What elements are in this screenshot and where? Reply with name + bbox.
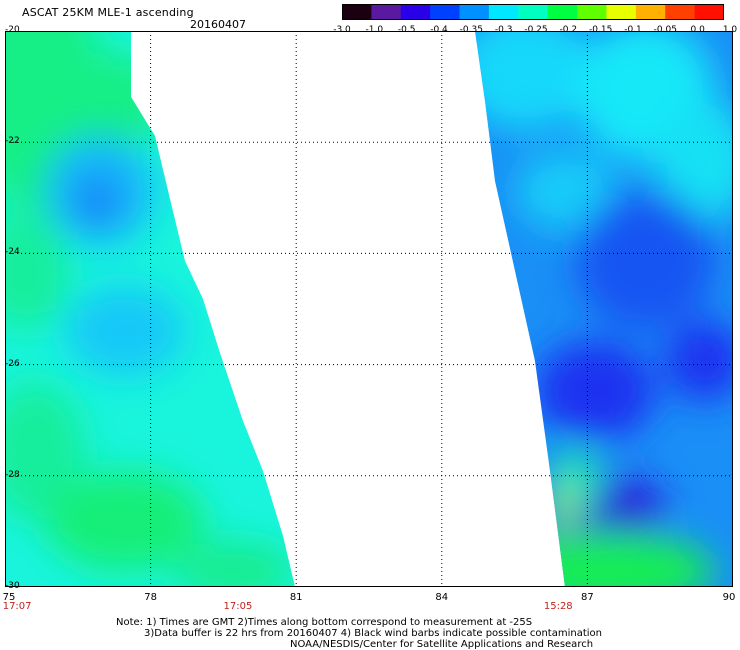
- colorbar-swatch: [518, 4, 549, 20]
- colorbar-label: -0.2: [559, 25, 578, 35]
- colorbar-label: -0.4: [430, 25, 448, 35]
- colorbar-label: 1.0: [722, 25, 738, 35]
- x-tick-label: 75: [2, 592, 16, 603]
- colorbar-label: -0.15: [589, 25, 613, 35]
- colorbar-label: 0.0: [690, 25, 705, 35]
- colorbar-swatch: [577, 4, 607, 20]
- colorbar-label: -3.0: [333, 25, 351, 35]
- y-tick-label: -24: [5, 247, 20, 258]
- time-label: 17:07: [2, 601, 32, 612]
- swath-map: [5, 31, 733, 587]
- chart-date: 20160407: [190, 18, 246, 31]
- note-line-3: NOAA/NESDIS/Center for Satellite Applica…: [290, 639, 594, 650]
- y-tick-label: -28: [5, 469, 20, 480]
- colorbar-swatch: [665, 4, 696, 20]
- colorbar-label: -0.25: [524, 25, 548, 35]
- colorbar-swatch: [606, 4, 637, 20]
- colorbar-swatch: [635, 4, 666, 20]
- colorbar-label: -1.0: [365, 25, 384, 35]
- note-line-1: Note: 1) Times are GMT 2)Times along bot…: [116, 617, 533, 628]
- x-tick-label: 81: [289, 592, 303, 603]
- y-tick-label: -26: [5, 358, 20, 369]
- colorbar-swatch: [547, 4, 578, 20]
- time-label: 15:28: [543, 601, 573, 612]
- colorbar-swatch: [430, 4, 461, 20]
- graticule: [5, 31, 733, 587]
- time-label: 17:05: [223, 601, 253, 612]
- y-tick-label: -30: [5, 581, 20, 591]
- x-tick-label: 90: [722, 592, 736, 603]
- colorbar-swatch: [694, 4, 724, 20]
- colorbar-label: -0.3: [494, 25, 513, 35]
- x-tick-label: 87: [581, 592, 594, 603]
- y-tick-label: -22: [5, 136, 20, 147]
- colorbar-label: -0.05: [653, 25, 677, 35]
- y-tick-label: -20: [5, 25, 20, 35]
- colorbar-label: -0.5: [397, 25, 416, 35]
- x-tick-label: 84: [435, 592, 449, 603]
- right-swath: [475, 31, 733, 587]
- colorbar-labels: -3.0 -1.0 -0.5 -0.4 -0.35 -0.3 -0.25 -0.2 -0.15 -…: [330, 25, 737, 37]
- colorbar-label: -0.35: [459, 25, 483, 35]
- colorbar-swatch: [342, 4, 372, 20]
- colorbar-swatch: [459, 4, 490, 20]
- colorbar-swatch: [488, 4, 519, 20]
- colorbar: [342, 4, 724, 20]
- colorbar-swatch: [371, 4, 402, 20]
- colorbar-swatch: [400, 4, 431, 20]
- x-tick-label: 78: [144, 592, 157, 603]
- left-swath: [5, 31, 295, 587]
- chart-title: ASCAT 25KM MLE-1 ascending: [22, 6, 194, 19]
- note-line-2: 3)Data buffer is 22 hrs from 20160407 4)…: [144, 628, 602, 639]
- colorbar-label: -0.1: [624, 25, 642, 35]
